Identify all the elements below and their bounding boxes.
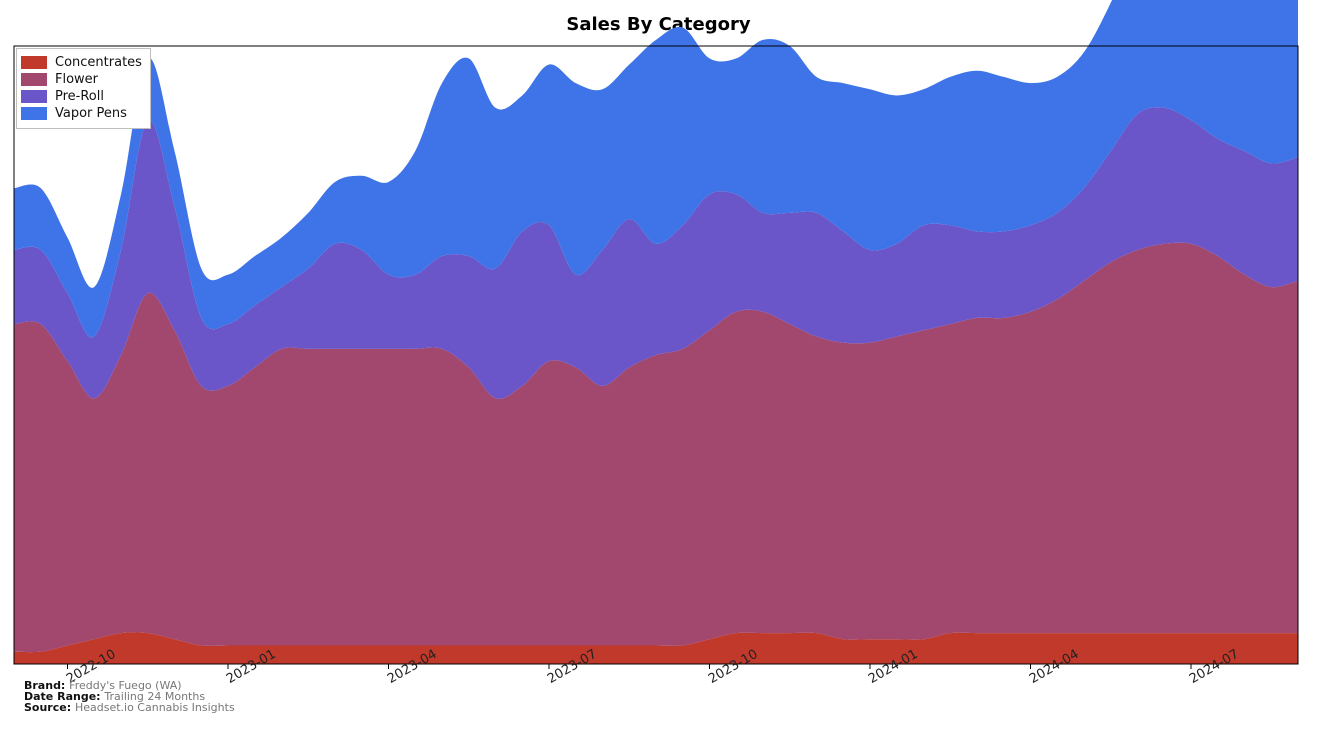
legend-swatch: [21, 56, 47, 69]
legend-swatch: [21, 90, 47, 103]
legend-item: Pre-Roll: [21, 89, 142, 104]
legend-item: Vapor Pens: [21, 106, 142, 121]
legend-label: Concentrates: [55, 55, 142, 70]
footer-key: Source:: [24, 701, 75, 714]
legend-swatch: [21, 73, 47, 86]
legend-swatch: [21, 107, 47, 120]
legend: Concentrates Flower Pre-Roll Vapor Pens: [16, 48, 151, 129]
chart-svg: [0, 0, 1317, 743]
legend-item: Flower: [21, 72, 142, 87]
footer-value: Headset.io Cannabis Insights: [75, 701, 235, 714]
legend-label: Pre-Roll: [55, 89, 104, 104]
chart-root: Sales By Category HEADSET ConcentratesFl…: [0, 0, 1317, 743]
footer-line: Source: Headset.io Cannabis Insights: [24, 702, 235, 715]
legend-item: Concentrates: [21, 55, 142, 70]
legend-label: Flower: [55, 72, 98, 87]
legend-label: Vapor Pens: [55, 106, 127, 121]
